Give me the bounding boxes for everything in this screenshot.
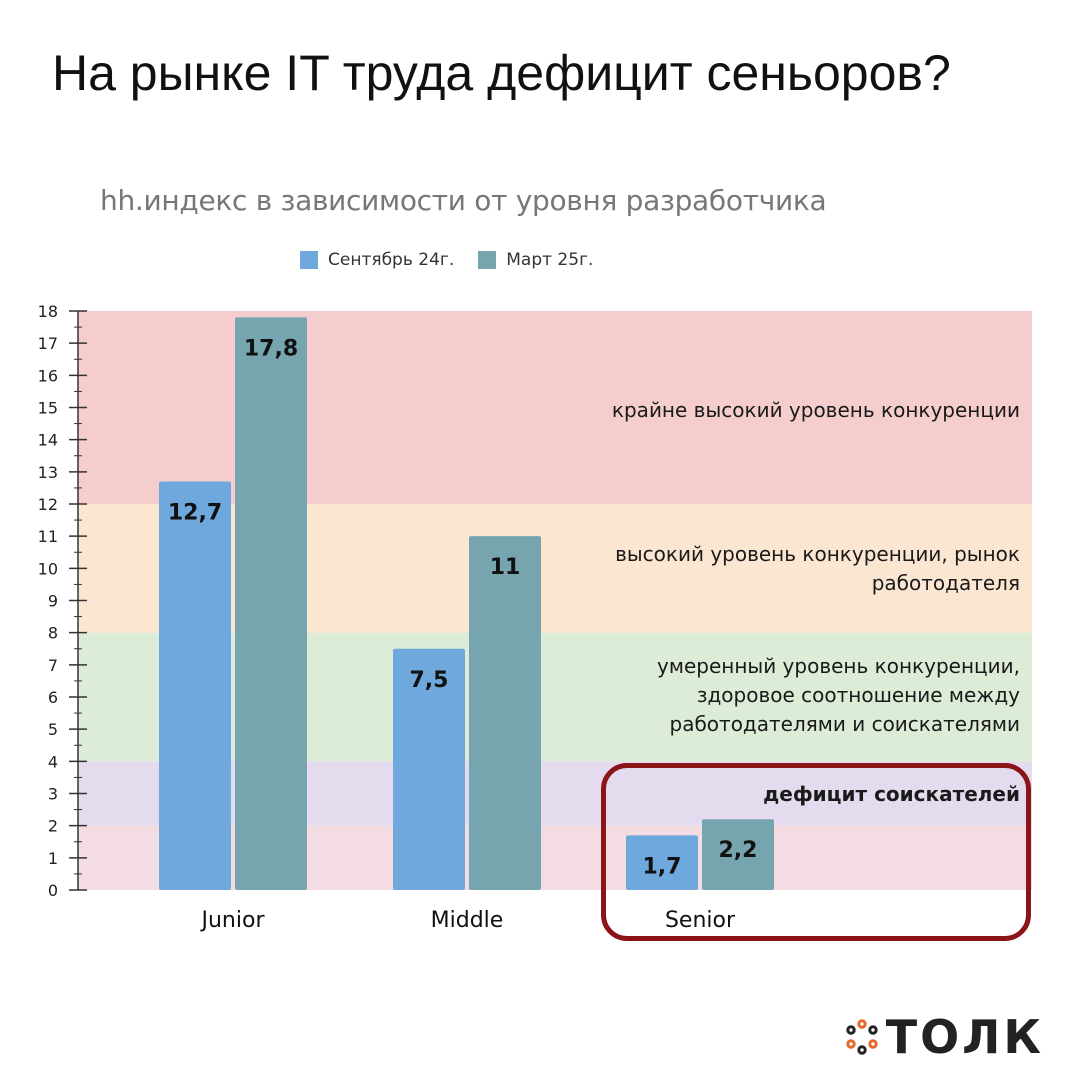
y-tick-label: 4	[48, 752, 58, 771]
y-tick-label: 7	[48, 656, 58, 675]
y-tick-label: 0	[48, 881, 58, 900]
y-tick-label: 15	[38, 399, 58, 418]
legend-label-march: Март 25г.	[506, 250, 594, 270]
y-tick-label: 8	[48, 624, 58, 643]
chart-title: hh.индекс в зависимости от уровня разраб…	[100, 184, 827, 217]
bar-junior-0	[159, 481, 231, 890]
y-tick-label: 1	[48, 849, 58, 868]
x-category-label: Senior	[665, 908, 736, 933]
bar-middle-1	[469, 536, 541, 890]
y-tick-label: 3	[48, 785, 58, 804]
legend-swatch-september	[300, 251, 318, 269]
y-tick-label: 6	[48, 688, 58, 707]
y-tick-label: 13	[38, 463, 58, 482]
y-tick-label: 5	[48, 720, 58, 739]
legend-label-september: Сентябрь 24г.	[328, 250, 455, 270]
legend-item-march: Март 25г.	[478, 250, 593, 270]
logo-text: ТОЛК	[885, 1010, 1044, 1064]
tolk-logo: ТОЛК	[844, 1010, 1044, 1064]
y-tick-label: 12	[38, 495, 58, 514]
bar-value-label: 11	[490, 555, 521, 580]
bar-value-label: 2,2	[719, 838, 758, 863]
legend-swatch-march	[478, 251, 497, 269]
zone-label-extreme: крайне высокий уровень конкуренции	[611, 398, 1020, 422]
legend-item-september: Сентябрь 24г.	[300, 250, 454, 270]
bar-value-label: 17,8	[244, 336, 298, 361]
y-tick-label: 14	[38, 431, 58, 450]
y-tick-label: 2	[48, 817, 58, 836]
chart-legend: Сентябрь 24г. Март 25г.	[300, 250, 593, 270]
bar-value-label: 7,5	[410, 668, 449, 693]
x-category-label: Middle	[431, 908, 504, 933]
senior-highlight-box	[601, 763, 1031, 941]
zone-label-moderate: умеренный уровень конкуренции, здоровое …	[657, 654, 1020, 736]
zone-label-deficit: дефицит соискателей	[763, 782, 1020, 806]
x-category-label: Junior	[200, 908, 266, 933]
bar-value-label: 1,7	[643, 854, 682, 879]
bar-junior-1	[235, 317, 307, 890]
ring-of-dots-icon	[846, 1019, 878, 1055]
bar-value-label: 12,7	[168, 500, 222, 525]
y-tick-label: 17	[38, 334, 58, 353]
y-tick-label: 16	[38, 366, 58, 385]
y-tick-label: 11	[38, 527, 58, 546]
bar-middle-0	[393, 648, 465, 890]
zone-label-high: высокий уровень конкуренции, рынок работ…	[615, 542, 1020, 595]
y-tick-label: 10	[38, 559, 58, 578]
y-tick-label: 18	[38, 302, 58, 321]
bar-senior-0	[626, 835, 698, 890]
bar-senior-1	[702, 819, 774, 890]
y-tick-label: 9	[48, 592, 58, 611]
page-title: На рынке IT труда дефицит сеньоров?	[52, 45, 951, 101]
